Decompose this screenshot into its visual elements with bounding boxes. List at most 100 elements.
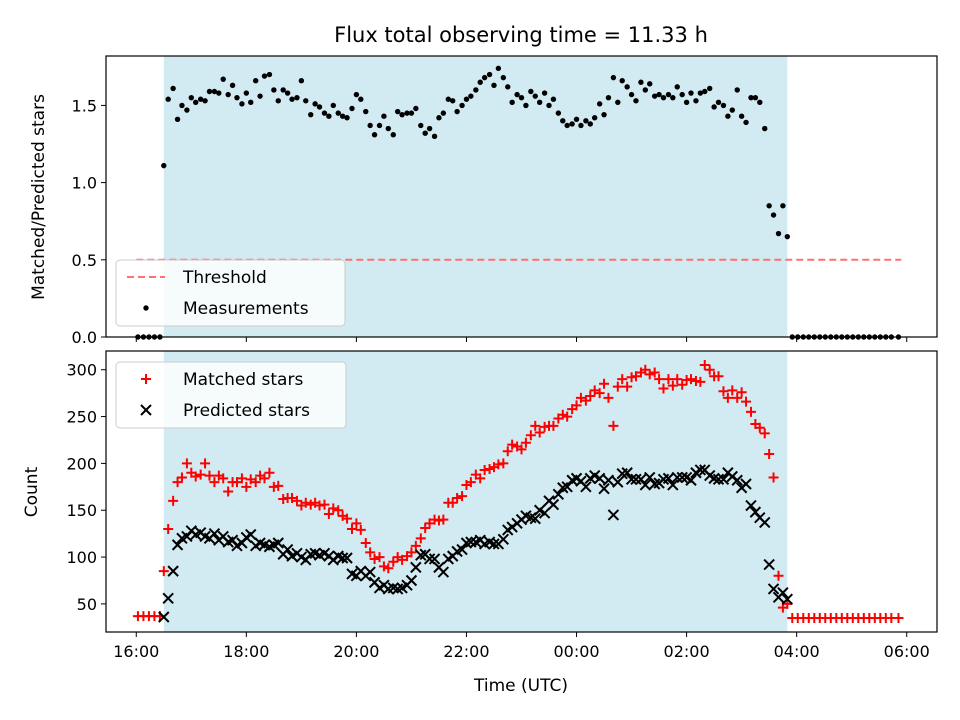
data-point: [671, 471, 683, 484]
data-point: [738, 113, 745, 119]
data-point: [660, 94, 667, 101]
y-tick-label: 1.0: [72, 174, 97, 193]
data-point: [711, 104, 717, 110]
legend-measurements-swatch: [143, 305, 149, 311]
data-point: [229, 82, 236, 89]
data-point: [351, 518, 362, 529]
data-point: [300, 497, 311, 508]
data-point: [225, 91, 231, 98]
data-point: [663, 374, 674, 385]
data-point: [330, 102, 336, 109]
data-point: [236, 473, 247, 484]
data-point: [438, 514, 449, 525]
data-point: [477, 79, 483, 85]
data-point: [486, 71, 493, 78]
data-point: [241, 481, 252, 492]
data-point: [339, 113, 346, 119]
data-point: [188, 94, 195, 101]
data-point: [612, 476, 624, 488]
data-point: [528, 88, 534, 95]
y-tick-label: 150: [66, 501, 97, 520]
data-point: [658, 383, 669, 394]
data-point: [593, 472, 606, 485]
x-tick-label: 06:00: [884, 642, 930, 661]
data-point: [245, 528, 257, 541]
series-measurements: [135, 65, 902, 340]
data-point: [405, 574, 418, 587]
y-tick-label: 0.0: [72, 328, 97, 347]
y-tick-label: 100: [66, 548, 97, 567]
data-point: [390, 132, 396, 138]
data-point: [599, 378, 610, 389]
data-point: [378, 561, 389, 572]
x-tick-label: 00:00: [553, 642, 599, 661]
data-point: [550, 96, 557, 102]
data-point: [468, 93, 474, 99]
data-point: [530, 420, 541, 431]
data-point: [202, 98, 208, 104]
x-tick-label: 04:00: [774, 642, 820, 661]
data-point: [349, 105, 355, 112]
data-point: [695, 376, 706, 387]
data-point: [770, 212, 777, 218]
data-point: [168, 495, 179, 506]
data-point: [475, 473, 486, 484]
data-point: [712, 473, 725, 486]
data-point: [423, 553, 436, 565]
x-tick-label: 16:00: [113, 642, 159, 661]
data-point: [208, 527, 221, 540]
data-point: [179, 102, 185, 109]
data-point: [298, 78, 305, 84]
data-point: [607, 509, 620, 521]
top-y-axis-label: Matched/Predicted stars: [29, 94, 49, 300]
data-point: [206, 88, 213, 95]
data-point: [190, 471, 201, 482]
data-point: [273, 480, 284, 491]
data-point: [388, 556, 399, 567]
data-point: [259, 473, 270, 484]
data-point: [516, 444, 527, 455]
data-point: [893, 612, 904, 623]
data-point: [610, 74, 617, 81]
data-point: [216, 90, 222, 96]
data-point: [321, 110, 328, 116]
data-point: [413, 105, 419, 112]
data-point: [437, 566, 450, 578]
data-point: [365, 547, 376, 558]
series-predicted-stars: [158, 464, 794, 623]
data-point: [752, 94, 759, 101]
data-point: [731, 474, 743, 486]
data-point: [548, 420, 559, 431]
data-point: [757, 99, 763, 106]
data-point: [603, 392, 614, 403]
data-point: [538, 507, 551, 519]
data-point: [683, 99, 690, 106]
data-point: [171, 539, 184, 551]
data-point: [630, 473, 642, 486]
x-tick-label: 18:00: [223, 642, 269, 661]
data-point: [289, 96, 295, 102]
data-point: [628, 91, 635, 98]
data-point: [775, 230, 782, 237]
data-point: [243, 90, 250, 96]
legend-box: [115, 259, 346, 327]
x-tick-label: 02:00: [664, 642, 710, 661]
data-point: [529, 512, 541, 525]
data-point: [717, 473, 730, 486]
data-point: [308, 111, 314, 118]
data-point: [174, 116, 181, 123]
data-point: [644, 369, 655, 380]
data-point: [418, 122, 424, 129]
data-point: [780, 203, 786, 209]
legend: Matched stars Predicted stars: [115, 361, 347, 429]
data-point: [766, 203, 772, 209]
legend-predicted-swatch: [140, 404, 152, 416]
data-point: [520, 437, 531, 448]
data-point: [767, 583, 780, 595]
data-point: [509, 99, 515, 106]
data-point: [312, 101, 318, 107]
data-point: [720, 102, 727, 109]
data-point: [220, 76, 226, 82]
data-point: [505, 84, 511, 90]
